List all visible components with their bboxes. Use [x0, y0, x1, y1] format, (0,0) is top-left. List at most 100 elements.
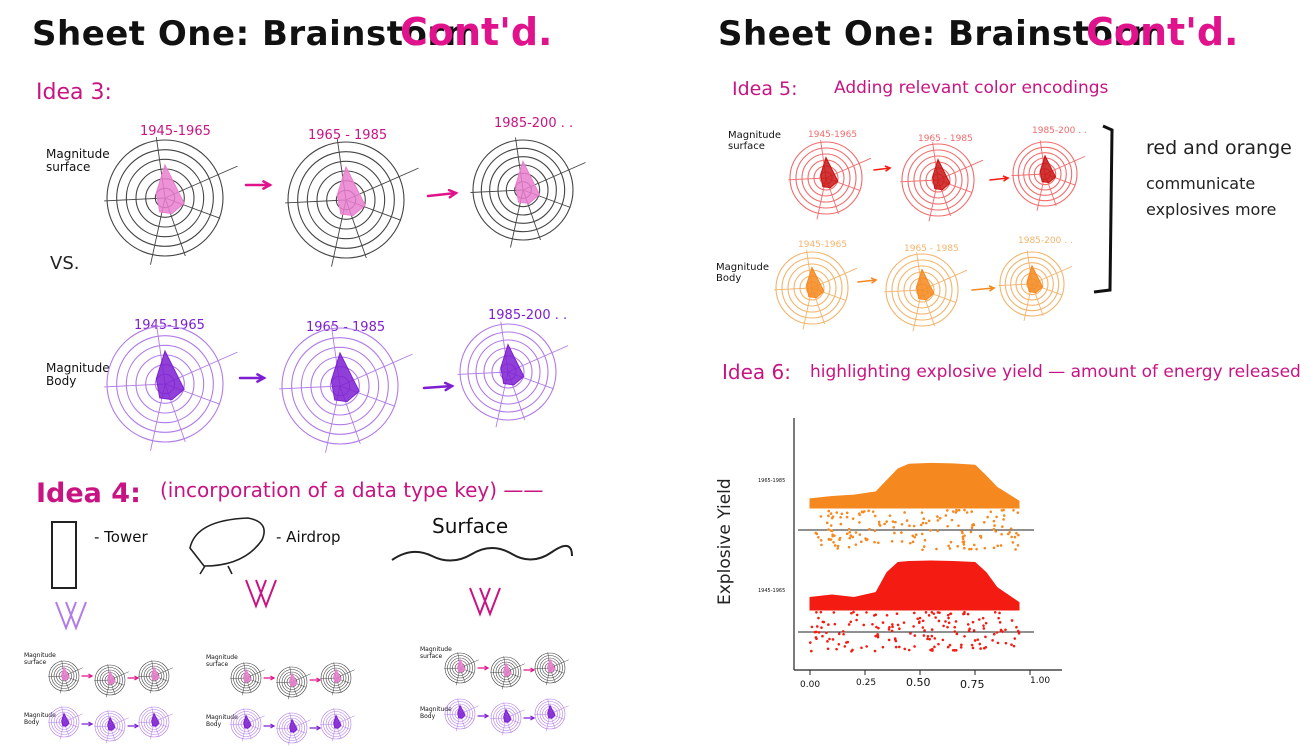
strip-point — [937, 619, 941, 623]
radar-ring — [141, 663, 167, 689]
strip-point — [888, 514, 892, 517]
radar-ring — [489, 156, 557, 224]
strip-point — [922, 517, 926, 521]
strip-point — [1012, 508, 1015, 512]
strip-point — [819, 515, 823, 518]
arrow-head — [134, 675, 140, 681]
strip-point — [878, 522, 881, 526]
radar-ring — [281, 671, 303, 693]
strip-point — [864, 537, 867, 540]
strip-point — [992, 632, 996, 636]
radar-shape — [1026, 264, 1044, 294]
radar-ring — [51, 663, 77, 689]
strip-point — [921, 521, 925, 525]
strip-point — [918, 616, 922, 620]
radar-chart — [788, 140, 872, 220]
strip-point — [1015, 625, 1018, 629]
radar-ring — [97, 667, 123, 693]
strip-point — [1016, 629, 1020, 633]
strip-point — [833, 622, 837, 626]
strip-point — [953, 630, 957, 633]
radar-ring — [891, 259, 953, 321]
radar-axis — [104, 383, 166, 388]
arrow-head — [270, 723, 276, 729]
radar-ring — [276, 666, 308, 698]
strip-point — [912, 625, 915, 628]
strip-point — [831, 534, 834, 538]
strip-point — [1001, 525, 1004, 528]
radar-shape — [330, 351, 360, 403]
strip-point — [845, 515, 849, 519]
radar-chart — [444, 698, 479, 732]
strip-point — [829, 524, 833, 527]
strip-point — [907, 648, 911, 652]
strip-point — [817, 631, 821, 634]
radar-ring — [495, 661, 517, 683]
radar-ring — [94, 710, 126, 742]
strip-point — [947, 621, 951, 625]
strip-point — [854, 531, 858, 534]
strip-point — [970, 526, 974, 530]
strip-point — [954, 649, 958, 652]
strip-point — [948, 643, 952, 647]
radar-axis — [998, 283, 1033, 287]
strip-point — [814, 636, 818, 639]
radar-chart — [279, 325, 413, 453]
strip-point — [845, 511, 849, 515]
strip-point — [957, 524, 960, 527]
strip-point — [827, 509, 831, 513]
strip-point — [828, 637, 831, 641]
vs-label: VS. — [50, 253, 80, 274]
strip-point — [929, 529, 932, 532]
strip-point — [1012, 644, 1016, 648]
strip-point — [858, 533, 862, 536]
strip-point — [920, 532, 924, 536]
strip-point — [959, 646, 963, 649]
strip-point — [955, 508, 958, 512]
strip-point — [848, 530, 851, 534]
strip-point — [955, 632, 959, 636]
strip-point — [845, 532, 849, 536]
radar-ring — [325, 713, 347, 735]
strip-point — [1017, 632, 1021, 635]
strip-point — [984, 635, 987, 639]
strip-point — [928, 637, 931, 641]
radar-ring — [539, 657, 561, 679]
strip-point — [962, 543, 966, 546]
strip-point — [975, 547, 978, 551]
radar-ring — [230, 662, 262, 694]
arrow-head — [988, 285, 996, 292]
strip-point — [993, 610, 997, 614]
radar-ring — [141, 709, 167, 735]
radar-shape — [457, 658, 466, 673]
radar-ring — [472, 139, 574, 241]
idea4-label: Idea 4: — [36, 478, 141, 509]
strip-point — [841, 630, 845, 633]
strip-point — [827, 623, 830, 626]
strip-point — [903, 647, 907, 651]
radar-ring — [94, 664, 126, 696]
radar-ring — [1012, 141, 1078, 207]
strip-point — [1002, 518, 1005, 521]
strip-point — [847, 545, 851, 549]
strip-point — [961, 537, 965, 541]
radar-shape — [333, 668, 342, 683]
radar-shape — [820, 156, 839, 189]
radar-ring — [51, 709, 77, 735]
r-period-label: 1945-1965 — [808, 130, 858, 140]
strip-point — [897, 645, 901, 649]
note-line1: red and orange — [1146, 137, 1292, 159]
radar-ring — [97, 713, 123, 739]
radar-ring — [138, 706, 170, 738]
strip-point — [821, 620, 825, 624]
strip-point — [935, 547, 938, 551]
down-arrow-icon — [469, 587, 501, 617]
strip-point — [832, 611, 836, 614]
radar-chart — [320, 708, 355, 742]
strip-point — [1014, 548, 1017, 551]
radar-chart — [884, 252, 968, 332]
mini-row1-label: Magnitude surface — [420, 646, 452, 660]
radar-shape — [1039, 154, 1057, 184]
strip-point — [887, 628, 891, 631]
